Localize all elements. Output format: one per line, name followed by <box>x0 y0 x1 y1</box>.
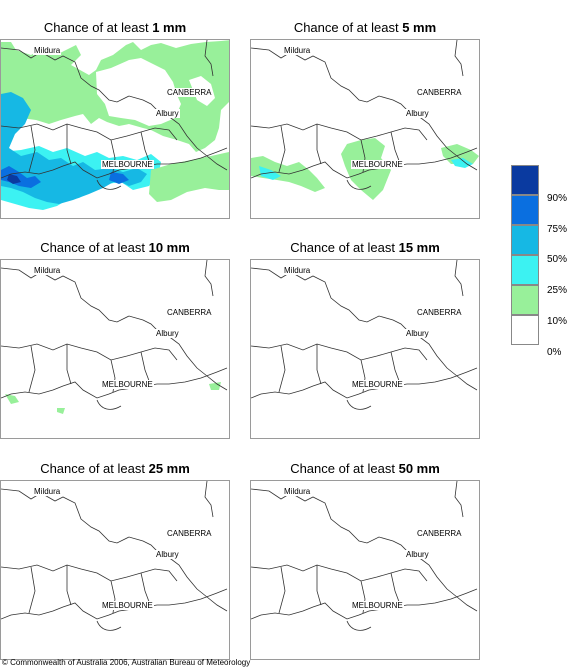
place-label-melbourne: MELBOURNE <box>101 160 154 169</box>
legend-swatch-0 <box>511 315 539 345</box>
victoria-map: Mildura CANBERRA Albury MELBOURNE <box>250 259 480 439</box>
panel-title: Chance of at least 50 mm <box>290 461 440 476</box>
legend-label-0: 0% <box>547 347 562 358</box>
legend-label-90: 90% <box>547 193 568 204</box>
place-label-albury: Albury <box>405 109 430 118</box>
place-label-canberra: CANBERRA <box>416 529 463 538</box>
victoria-map: Mildura CANBERRA Albury MELBOURNE <box>250 480 480 660</box>
place-label-melbourne: MELBOURNE <box>351 601 404 610</box>
victoria-map: Mildura CANBERRA Albury MELBOURNE <box>0 480 230 660</box>
panel-title: Chance of at least 25 mm <box>40 461 190 476</box>
legend-swatch-10 <box>511 285 539 315</box>
copyright-footer: © Commonwealth of Australia 2006, Austra… <box>2 658 251 667</box>
place-label-canberra: CANBERRA <box>166 88 213 97</box>
place-label-mildura: Mildura <box>33 46 62 55</box>
place-label-canberra: CANBERRA <box>416 88 463 97</box>
place-label-canberra: CANBERRA <box>166 529 213 538</box>
place-label-canberra: CANBERRA <box>416 308 463 317</box>
victoria-map: Mildura CANBERRA Albury MELBOURNE <box>250 39 480 219</box>
legend-swatch-90 <box>511 165 539 195</box>
panel-title: Chance of at least 1 mm <box>43 20 187 35</box>
place-label-mildura: Mildura <box>283 46 312 55</box>
victoria-map: Mildura CANBERRA Albury MELBOURNE <box>0 39 230 219</box>
place-label-mildura: Mildura <box>283 487 312 496</box>
legend-label-10: 10% <box>547 316 568 327</box>
place-label-canberra: CANBERRA <box>166 308 213 317</box>
place-label-melbourne: MELBOURNE <box>351 160 404 169</box>
legend-label-75: 75% <box>547 224 568 235</box>
place-label-albury: Albury <box>155 329 180 338</box>
place-label-melbourne: MELBOURNE <box>101 380 154 389</box>
panel-title: Chance of at least 15 mm <box>290 240 440 255</box>
legend-label-25: 25% <box>547 285 568 296</box>
victoria-map: Mildura CANBERRA Albury MELBOURNE <box>0 259 230 439</box>
place-label-albury: Albury <box>405 329 430 338</box>
place-label-melbourne: MELBOURNE <box>101 601 154 610</box>
panel-title: Chance of at least 10 mm <box>40 240 190 255</box>
legend-label-50: 50% <box>547 254 568 265</box>
place-label-mildura: Mildura <box>283 266 312 275</box>
legend-swatch-75 <box>511 195 539 225</box>
place-label-mildura: Mildura <box>33 487 62 496</box>
place-label-albury: Albury <box>155 109 180 118</box>
place-label-albury: Albury <box>155 550 180 559</box>
place-label-albury: Albury <box>405 550 430 559</box>
place-label-melbourne: MELBOURNE <box>351 380 404 389</box>
legend-swatch-25 <box>511 255 539 285</box>
legend-swatch-50 <box>511 225 539 255</box>
place-label-mildura: Mildura <box>33 266 62 275</box>
panel-title: Chance of at least 5 mm <box>293 20 437 35</box>
